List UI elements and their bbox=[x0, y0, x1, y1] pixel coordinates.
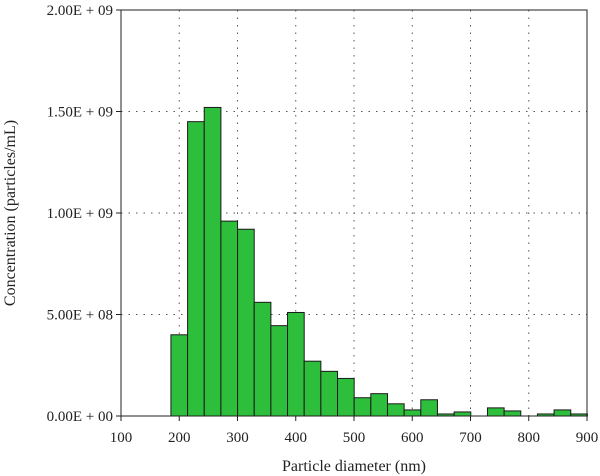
histogram-bar bbox=[503, 410, 522, 417]
x-tick-label: 700 bbox=[459, 430, 482, 446]
x-tick-label: 600 bbox=[401, 430, 424, 446]
grid-lines bbox=[121, 10, 587, 416]
histogram-bar bbox=[453, 411, 472, 417]
x-tick-label: 300 bbox=[226, 430, 249, 446]
histogram-bar bbox=[353, 397, 372, 417]
x-tick-label: 200 bbox=[168, 430, 191, 446]
y-tick-label: 0.00E + 00 bbox=[47, 409, 113, 425]
x-tick-label: 400 bbox=[285, 430, 308, 446]
y-tick-labels: 0.00E + 00 5.00E + 08 1.00E + 09 1.50E + 09… bbox=[47, 3, 113, 425]
y-tick-label: 2.00E + 09 bbox=[47, 3, 113, 19]
histogram-bar bbox=[253, 301, 272, 417]
histogram-bar bbox=[420, 399, 438, 417]
histogram-bar bbox=[303, 360, 322, 417]
histogram-bar bbox=[370, 393, 388, 417]
histogram-bar bbox=[287, 311, 305, 417]
histogram-bar bbox=[203, 106, 222, 417]
histogram-bar bbox=[270, 325, 289, 417]
x-tick-label: 800 bbox=[518, 430, 541, 446]
bars bbox=[170, 106, 588, 417]
x-tick-labels: 100 200 300 400 500 600 700 800 900 bbox=[110, 430, 599, 446]
x-axis-label: Particle diameter (nm) bbox=[282, 458, 426, 475]
y-tick-label: 5.00E + 08 bbox=[47, 308, 113, 324]
histogram-bar bbox=[187, 121, 205, 417]
histogram-bar bbox=[237, 228, 255, 417]
histogram-bar bbox=[320, 370, 339, 417]
histogram-bar bbox=[553, 409, 572, 417]
histogram-bar bbox=[170, 334, 189, 417]
y-tick-label: 1.50E + 09 bbox=[47, 105, 113, 121]
histogram-bar bbox=[220, 220, 239, 417]
histogram-bar bbox=[337, 377, 355, 417]
y-tick-label: 1.00E + 09 bbox=[47, 206, 113, 222]
x-tick-label: 500 bbox=[343, 430, 366, 446]
histogram-bar bbox=[386, 403, 405, 417]
y-axis-label: Concentration (particles/mL) bbox=[2, 120, 19, 306]
x-tick-label: 900 bbox=[576, 430, 599, 446]
histogram-bar bbox=[486, 407, 505, 417]
histogram-bar bbox=[403, 409, 422, 417]
x-tick-label: 100 bbox=[110, 430, 133, 446]
ticks bbox=[116, 9, 588, 421]
